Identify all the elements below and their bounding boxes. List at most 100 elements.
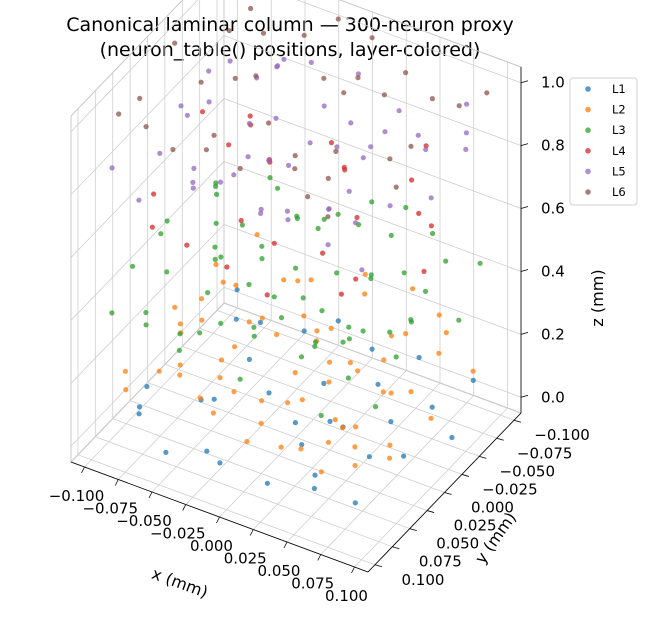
- point-L5-27: [368, 144, 374, 150]
- point-L5-4: [321, 103, 327, 109]
- y-tick-label-8: 0.100: [401, 571, 444, 589]
- point-L2-25: [278, 444, 284, 450]
- point-L3-4: [335, 211, 341, 217]
- point-L2-38: [258, 420, 264, 426]
- point-L6-12: [253, 73, 259, 79]
- point-L6-24: [335, 16, 341, 22]
- point-L5-28: [325, 242, 331, 248]
- legend-marker-L2: [585, 106, 591, 113]
- point-L1-32: [375, 381, 381, 387]
- y-tick-label-3: −0.025: [482, 480, 538, 498]
- point-L2-49: [259, 398, 265, 404]
- point-L2-30: [295, 278, 301, 284]
- point-L2-9: [352, 444, 358, 450]
- point-L5-34: [307, 140, 313, 146]
- point-L2-12: [218, 357, 225, 363]
- y-tick-label-1: −0.075: [517, 444, 573, 462]
- point-L4-6: [320, 250, 326, 256]
- z-tick-mark-4: [520, 143, 529, 147]
- x-tick-label-5: 0.025: [224, 550, 267, 568]
- point-L3-20: [158, 231, 164, 237]
- x-tick-label-8: 0.100: [325, 587, 368, 605]
- point-L5-39: [428, 195, 434, 201]
- grid-y-floor-5: [129, 400, 428, 511]
- point-L5-12: [190, 185, 196, 191]
- point-L3-33: [197, 330, 203, 336]
- point-L2-64: [325, 439, 332, 445]
- point-L6-1: [226, 28, 232, 34]
- point-L3-16: [340, 339, 346, 345]
- y-tick-label-7: 0.075: [419, 553, 462, 571]
- point-L6-34: [484, 90, 490, 96]
- point-L2-58: [198, 296, 205, 302]
- point-L3-26: [334, 270, 340, 276]
- point-L5-14: [258, 206, 264, 212]
- point-L4-0: [151, 191, 157, 197]
- legend-marker-L5: [585, 168, 591, 175]
- point-L6-33: [305, 194, 311, 200]
- point-L6-31: [232, 75, 238, 81]
- legend-marker-L4: [585, 148, 591, 154]
- y-tick-mark-1: [496, 437, 504, 441]
- point-L2-20: [213, 261, 219, 268]
- point-L6-27: [333, 148, 339, 154]
- grid-y-floor-2: [182, 345, 480, 457]
- point-L5-37: [360, 155, 366, 161]
- point-L3-28: [422, 288, 429, 294]
- point-L4-20: [199, 109, 206, 115]
- point-L3-25: [237, 376, 243, 382]
- point-L6-18: [408, 143, 414, 149]
- point-L6-5: [369, 35, 375, 41]
- point-L6-10: [248, 5, 254, 12]
- legend-marker-L1: [585, 86, 591, 92]
- grid-z-left-3: [70, 98, 225, 258]
- z-tick-label-3: 0.6: [541, 200, 565, 218]
- point-L3-45: [205, 290, 211, 296]
- point-L5-33: [217, 179, 224, 185]
- legend-label-L3: L3: [612, 123, 626, 137]
- point-L3-48: [109, 310, 115, 316]
- point-L6-25: [237, 165, 243, 172]
- grid-z-left-5: [70, 0, 199, 133]
- point-L5-22: [191, 165, 197, 171]
- point-L1-30: [366, 454, 372, 460]
- point-L3-39: [373, 404, 379, 410]
- point-L3-63: [298, 354, 305, 360]
- point-L4-17: [416, 210, 422, 216]
- point-L5-3: [190, 179, 196, 185]
- point-L1-19: [449, 434, 455, 441]
- y-tick-mark-2: [479, 455, 487, 459]
- point-L6-23: [211, 132, 217, 138]
- z-tick-label-0: 0.0: [541, 388, 565, 406]
- point-L3-56: [368, 275, 374, 282]
- grid-y-floor-0: [216, 309, 515, 421]
- point-L4-8: [353, 276, 359, 282]
- x-tick-label-7: 0.075: [291, 575, 334, 593]
- point-L6-22: [260, 30, 267, 36]
- point-L2-32: [299, 397, 305, 403]
- point-L4-24: [409, 177, 415, 183]
- x-tick-label-4: 0.000: [190, 537, 233, 555]
- point-L4-21: [226, 142, 232, 148]
- point-L1-26: [312, 472, 318, 478]
- point-L6-2: [170, 146, 176, 153]
- point-L6-30: [116, 111, 122, 117]
- point-L4-9: [428, 223, 434, 229]
- point-L5-8: [415, 132, 421, 138]
- point-L2-34: [388, 390, 394, 396]
- point-L3-61: [318, 412, 324, 419]
- legend-label-L6: L6: [612, 185, 626, 199]
- z-tick-label-5: 1.0: [541, 74, 565, 92]
- point-L3-37: [346, 336, 352, 342]
- x-tick-label-1: −0.075: [82, 500, 138, 518]
- point-L2-0: [199, 317, 205, 323]
- point-L1-28: [292, 420, 298, 426]
- point-L6-16: [403, 70, 409, 76]
- point-L2-37: [177, 321, 183, 327]
- point-L6-3: [301, 32, 307, 38]
- point-L5-41: [231, 172, 237, 178]
- y-tick-mark-5: [427, 510, 435, 513]
- point-L5-13: [273, 115, 279, 121]
- point-L2-13: [232, 344, 238, 350]
- point-L2-62: [387, 442, 393, 448]
